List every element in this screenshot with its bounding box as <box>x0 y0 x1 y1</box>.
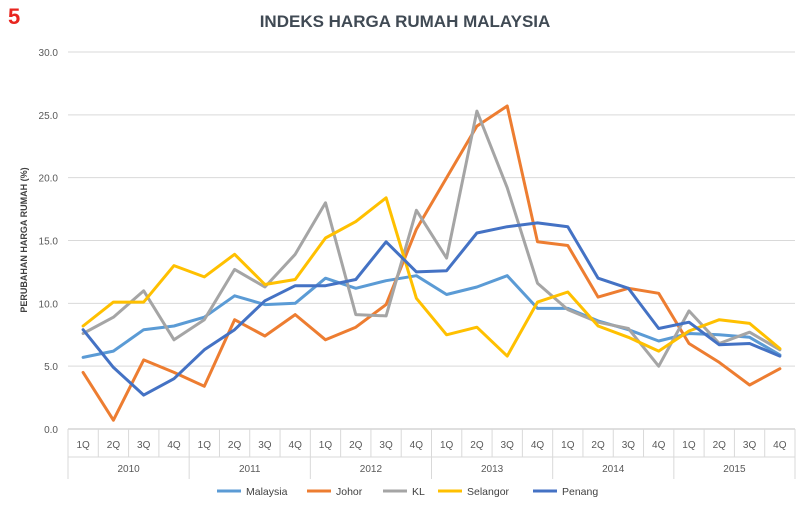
y-tick-label: 10.0 <box>39 299 59 310</box>
chart-title: INDEKS HARGA RUMAH MALAYSIA <box>260 12 551 31</box>
x-tick-label: 3Q <box>258 440 272 451</box>
x-tick-label: 4Q <box>410 440 424 451</box>
x-tick-label: 4Q <box>167 440 181 451</box>
legend-label: KL <box>412 486 425 498</box>
x-year-label: 2015 <box>723 464 746 475</box>
x-tick-label: 2Q <box>591 440 605 451</box>
series-line-malaysia <box>81 274 782 359</box>
y-tick-label: 5.0 <box>44 362 58 373</box>
series-line-johor <box>81 104 782 422</box>
legend-item-kl: KL <box>383 486 425 498</box>
y-axis-label: PERUBAHAN HARGA RUMAH (%) <box>19 167 29 312</box>
legend-item-selangor: Selangor <box>438 486 510 498</box>
x-tick-label: 2Q <box>713 440 727 451</box>
x-tick-label: 3Q <box>743 440 757 451</box>
legend-label: Johor <box>336 486 363 498</box>
x-tick-label: 3Q <box>379 440 393 451</box>
x-tick-label: 1Q <box>198 440 212 451</box>
series-line-kl <box>81 109 782 368</box>
x-tick-label: 4Q <box>652 440 666 451</box>
legend-item-johor: Johor <box>307 486 363 498</box>
x-tick-label: 3Q <box>622 440 636 451</box>
x-year-label: 2013 <box>481 464 504 475</box>
page-number-badge: 5 <box>8 4 21 29</box>
x-tick-label: 2Q <box>228 440 242 451</box>
x-tick-label: 4Q <box>289 440 303 451</box>
x-tick-label: 1Q <box>76 440 90 451</box>
series-line-selangor <box>81 196 782 358</box>
legend-label: Selangor <box>467 486 510 498</box>
x-tick-label: 3Q <box>501 440 515 451</box>
x-tick-label: 2Q <box>107 440 121 451</box>
legend-item-penang: Penang <box>533 486 598 498</box>
x-tick-label: 3Q <box>137 440 151 451</box>
series-line-penang <box>81 221 782 397</box>
x-tick-label: 2Q <box>349 440 363 451</box>
x-tick-label: 1Q <box>319 440 333 451</box>
x-tick-label: 1Q <box>440 440 454 451</box>
x-tick-label: 1Q <box>682 440 696 451</box>
legend-label: Malaysia <box>246 486 288 498</box>
y-tick-label: 0.0 <box>44 425 58 436</box>
y-tick-label: 30.0 <box>39 48 59 59</box>
legend-label: Penang <box>562 486 598 498</box>
y-tick-label: 25.0 <box>39 111 59 122</box>
y-tick-label: 15.0 <box>39 237 59 248</box>
x-tick-label: 4Q <box>773 440 787 451</box>
x-tick-label: 2Q <box>470 440 484 451</box>
y-tick-label: 20.0 <box>39 174 59 185</box>
x-year-label: 2010 <box>117 464 140 475</box>
x-year-label: 2012 <box>360 464 383 475</box>
x-year-label: 2011 <box>239 464 261 475</box>
x-tick-label: 1Q <box>561 440 575 451</box>
x-year-label: 2014 <box>602 464 625 475</box>
legend-item-malaysia: Malaysia <box>217 486 288 498</box>
x-tick-label: 4Q <box>531 440 545 451</box>
